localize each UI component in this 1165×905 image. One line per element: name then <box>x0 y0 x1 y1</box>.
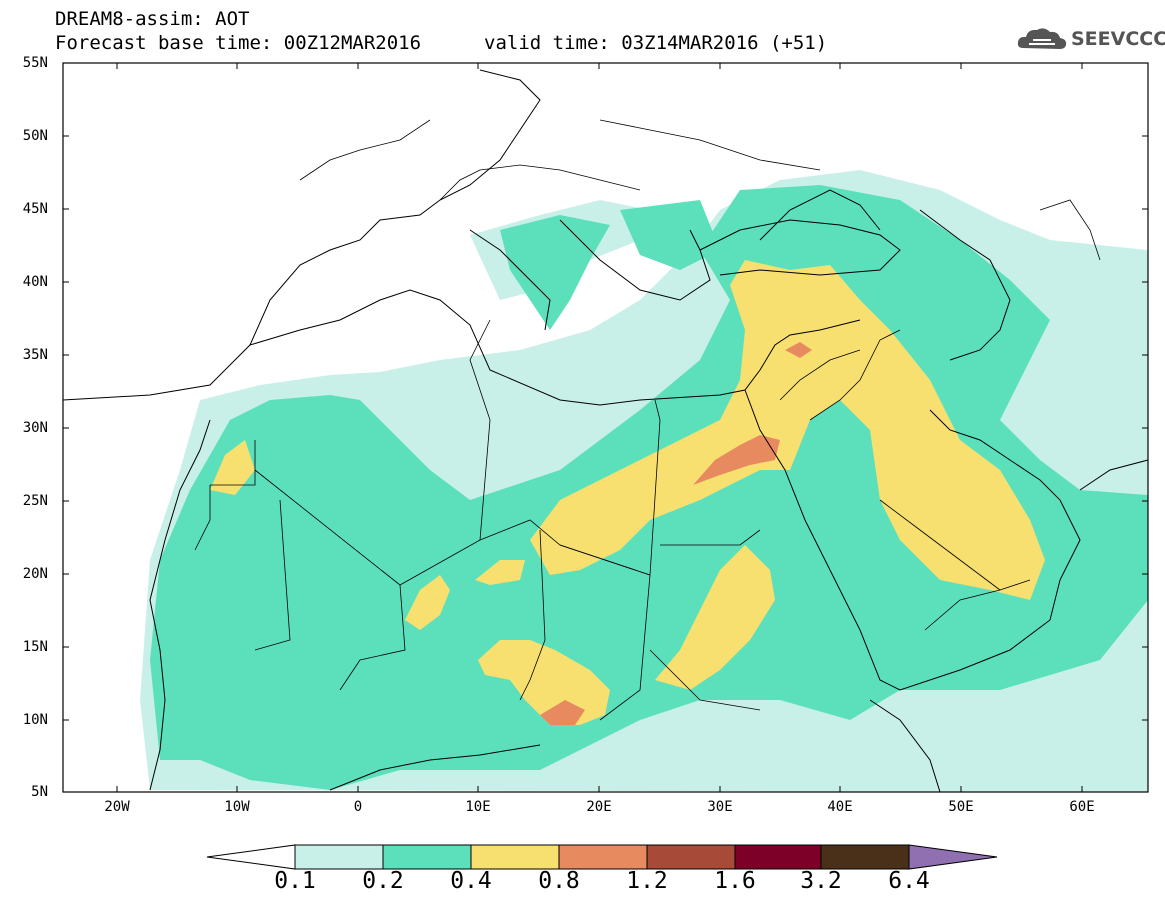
map-title: DREAM8-assim: AOT <box>55 8 250 30</box>
lon-label: 30E <box>707 799 733 815</box>
axis-ticks <box>63 62 1148 793</box>
lat-label: 20N <box>22 566 48 582</box>
forecast-base-time: Forecast base time: 00Z12MAR2016 <box>55 32 422 54</box>
cloud-icon <box>1017 28 1067 49</box>
colorbar-bin-4 <box>558 844 648 870</box>
coastlines <box>63 69 1148 792</box>
lon-label: 10W <box>224 799 250 815</box>
aot-band-0-8 <box>540 342 812 725</box>
lat-label: 25N <box>22 493 48 509</box>
lon-label: 10E <box>465 799 491 815</box>
seevccc-logo: SEEVCCC <box>1015 22 1165 58</box>
colorbar-label: 0.1 <box>274 868 316 894</box>
aot-field <box>140 170 1148 792</box>
country-borders <box>194 119 1101 721</box>
colorbar-bin-2 <box>382 844 472 870</box>
logo-text: SEEVCCC <box>1071 28 1165 50</box>
colorbar-low-arrow <box>206 844 296 870</box>
colorbar-bin-3 <box>470 844 560 870</box>
colorbar-bin-7 <box>820 844 910 870</box>
lon-label: 60E <box>1069 799 1095 815</box>
colorbar-high-arrow <box>908 844 998 870</box>
lat-label: 35N <box>22 347 48 363</box>
lon-label: 0 <box>353 799 363 815</box>
colorbar-bin-6 <box>734 844 822 870</box>
lon-label: 40E <box>827 799 853 815</box>
lon-label: 20E <box>586 799 612 815</box>
colorbar-label: 3.2 <box>800 868 842 894</box>
colorbar-label: 1.6 <box>714 868 756 894</box>
colorbar-label: 0.8 <box>538 868 580 894</box>
lat-label: 15N <box>22 639 48 655</box>
lat-label: 50N <box>22 128 48 144</box>
colorbar <box>206 844 998 870</box>
lon-label: 20W <box>104 799 130 815</box>
colorbar-bin-1 <box>294 844 384 870</box>
aot-band-0-4 <box>210 260 1045 725</box>
lon-label: 50E <box>948 799 974 815</box>
colorbar-label: 0.4 <box>450 868 492 894</box>
lat-label: 45N <box>22 201 48 217</box>
lat-label: 40N <box>22 274 48 290</box>
colorbar-bin-5 <box>646 844 736 870</box>
colorbar-label: 6.4 <box>888 868 930 894</box>
colorbar-label: 1.2 <box>626 868 668 894</box>
colorbar-label: 0.2 <box>362 868 404 894</box>
lat-label: 55N <box>22 55 48 71</box>
lat-label: 10N <box>22 712 48 728</box>
lat-label: 5N <box>31 784 48 800</box>
valid-time: valid time: 03Z14MAR2016 (+51) <box>484 32 828 54</box>
lat-label: 30N <box>22 420 48 436</box>
